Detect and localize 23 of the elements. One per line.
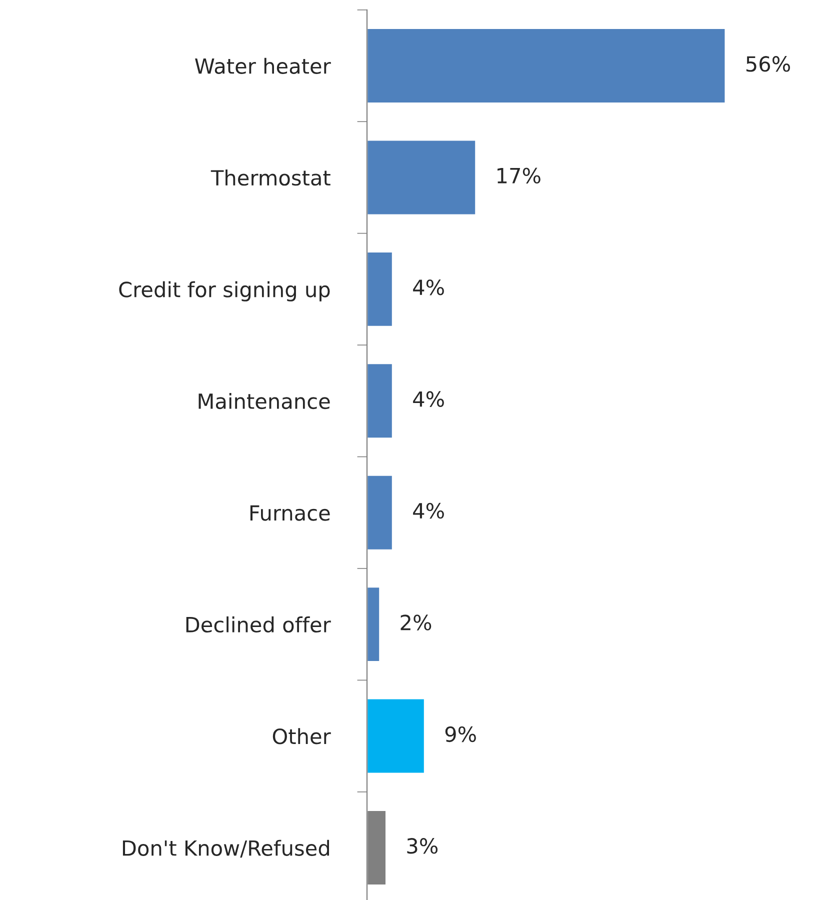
- y-tick-label: Thermostat: [210, 170, 330, 186]
- bar: [367, 362, 394, 440]
- y-tick-label: Water heater: [195, 58, 331, 74]
- bar: [367, 474, 394, 551]
- data-label: 4%: [413, 391, 444, 407]
- data-label: 9%: [445, 726, 476, 742]
- y-tick-label: Credit for signing up: [119, 281, 330, 302]
- data-label: 4%: [413, 502, 444, 519]
- data-label: 17%: [498, 168, 540, 184]
- y-tick-label: Declined offer: [186, 616, 331, 633]
- y-tick-label: Don't Know/Refused: [122, 840, 329, 858]
- y-tick-label: Maintenance: [198, 392, 330, 410]
- y-tick-label: Other: [272, 728, 331, 744]
- bar: [367, 28, 726, 104]
- data-label: 56%: [746, 56, 790, 72]
- bar: [367, 586, 380, 662]
- bar: [367, 698, 426, 774]
- bar: [367, 251, 394, 328]
- bar: [367, 139, 476, 216]
- data-label: 4%: [413, 279, 444, 296]
- data-label: 3%: [407, 838, 438, 854]
- y-tick-label: Furnace: [250, 505, 330, 521]
- data-label: 2%: [400, 614, 432, 630]
